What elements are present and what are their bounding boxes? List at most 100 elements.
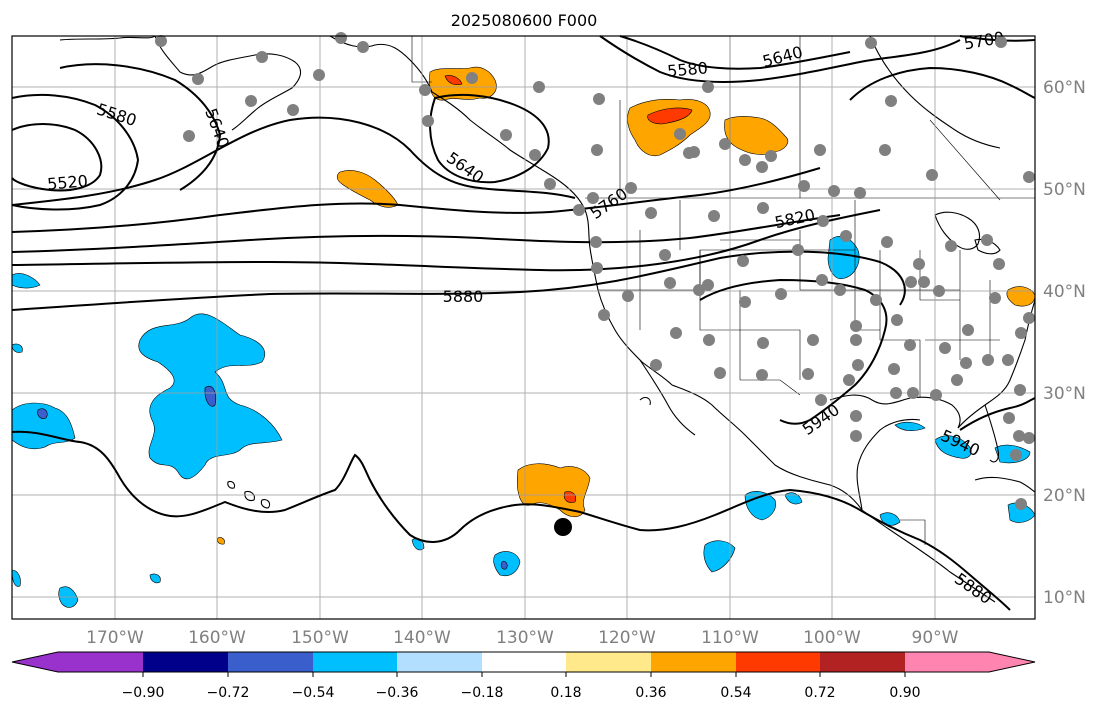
station-dot	[693, 284, 705, 296]
svg-text:100°W: 100°W	[803, 628, 861, 648]
station-dot	[1015, 498, 1027, 510]
station-dot	[757, 337, 769, 349]
colorbar-tick-label: −0.54	[292, 685, 335, 701]
station-dot	[840, 230, 852, 242]
station-dot	[905, 276, 917, 288]
height-contours	[11, 35, 1036, 611]
station-dot	[245, 95, 257, 107]
storm-center-marker	[554, 518, 572, 536]
colorbar-tick-label: 0.54	[720, 685, 751, 701]
station-dot	[670, 327, 682, 339]
station-dot	[674, 128, 686, 140]
station-dot	[702, 279, 714, 291]
colorbar-segment	[820, 652, 905, 672]
station-dot	[688, 146, 700, 158]
svg-text:40°N: 40°N	[1043, 282, 1086, 302]
colorbar-segment	[482, 652, 566, 672]
station-dot	[904, 339, 916, 351]
station-dot	[1023, 171, 1035, 183]
station-dot	[907, 387, 919, 399]
svg-text:50°N: 50°N	[1043, 180, 1086, 200]
station-dot	[1023, 432, 1035, 444]
lon-tick-labels: 170°W 160°W 150°W 140°W 130°W 120°W 110°…	[86, 628, 959, 648]
station-dot	[814, 144, 826, 156]
station-dot	[1002, 354, 1014, 366]
station-dot	[598, 309, 610, 321]
station-dot	[865, 37, 877, 49]
station-dot	[591, 144, 603, 156]
colorbar-segment	[397, 652, 482, 672]
colorbar-segment	[228, 652, 313, 672]
station-dot	[466, 72, 478, 84]
station-dot	[645, 207, 657, 219]
station-dot	[664, 277, 676, 289]
svg-text:110°W: 110°W	[701, 628, 759, 648]
svg-text:90°W: 90°W	[912, 628, 959, 648]
station-dot	[989, 292, 1001, 304]
colorbar-left-extension	[12, 652, 58, 672]
station-dot	[544, 178, 556, 190]
station-dot	[256, 51, 268, 63]
colorbar-segment	[143, 652, 228, 672]
station-dot	[879, 144, 891, 156]
colorbar-tick-label: 0.72	[804, 685, 835, 701]
political-borders	[411, 36, 1035, 545]
map-panel: 5580 5640 5700 5580 5640 5520 5640 5760 …	[11, 28, 1036, 620]
station-dot	[765, 150, 777, 162]
station-dot	[926, 169, 938, 181]
station-dot	[843, 374, 855, 386]
map-frame	[11, 35, 1036, 620]
colorbar-segment	[736, 652, 820, 672]
station-dot	[422, 115, 434, 127]
station-dot	[591, 262, 603, 274]
station-dot	[587, 192, 599, 204]
station-dot	[739, 296, 751, 308]
station-dot	[573, 204, 585, 216]
station-dot	[335, 32, 347, 44]
station-dot	[951, 374, 963, 386]
station-dot	[982, 354, 994, 366]
station-dot	[933, 285, 945, 297]
lat-tick-labels: 60°N 50°N 40°N 30°N 20°N 10°N	[1043, 78, 1086, 608]
station-dot	[891, 314, 903, 326]
station-dot	[756, 161, 768, 173]
station-dot	[500, 129, 512, 141]
station-dot	[287, 104, 299, 116]
map-title: 2025080600 F000	[451, 11, 598, 30]
station-dot	[708, 210, 720, 222]
svg-text:5580: 5580	[666, 58, 708, 80]
station-dot	[993, 258, 1005, 270]
svg-text:160°W: 160°W	[188, 628, 246, 648]
station-dot	[650, 359, 662, 371]
station-dot	[815, 394, 827, 406]
station-dot	[798, 180, 810, 192]
svg-text:130°W: 130°W	[496, 628, 554, 648]
station-dot	[1014, 384, 1026, 396]
station-dot	[739, 154, 751, 166]
station-dot	[702, 81, 714, 93]
colorbar: −0.90 −0.72 −0.54 −0.36 −0.18 0.18 0.36 0.54 0.7…	[11, 651, 1036, 701]
station-dot	[802, 368, 814, 380]
station-dot	[533, 81, 545, 93]
station-dot	[939, 342, 951, 354]
svg-text:150°W: 150°W	[291, 628, 349, 648]
station-dot	[357, 41, 369, 53]
station-dot	[737, 255, 749, 267]
svg-text:60°N: 60°N	[1043, 78, 1086, 98]
station-dot	[918, 276, 930, 288]
station-dot	[995, 36, 1007, 48]
station-dot	[625, 182, 637, 194]
station-dot	[757, 202, 769, 214]
station-dot	[659, 249, 671, 261]
station-dot	[719, 138, 731, 150]
svg-text:20°N: 20°N	[1043, 486, 1086, 506]
colorbar-right-extension	[989, 652, 1035, 672]
station-dot	[852, 359, 864, 371]
station-dot	[850, 334, 862, 346]
svg-text:30°N: 30°N	[1043, 384, 1086, 404]
station-dot	[930, 389, 942, 401]
station-dot	[854, 187, 866, 199]
svg-text:5880: 5880	[443, 287, 484, 306]
station-dot	[881, 236, 893, 248]
